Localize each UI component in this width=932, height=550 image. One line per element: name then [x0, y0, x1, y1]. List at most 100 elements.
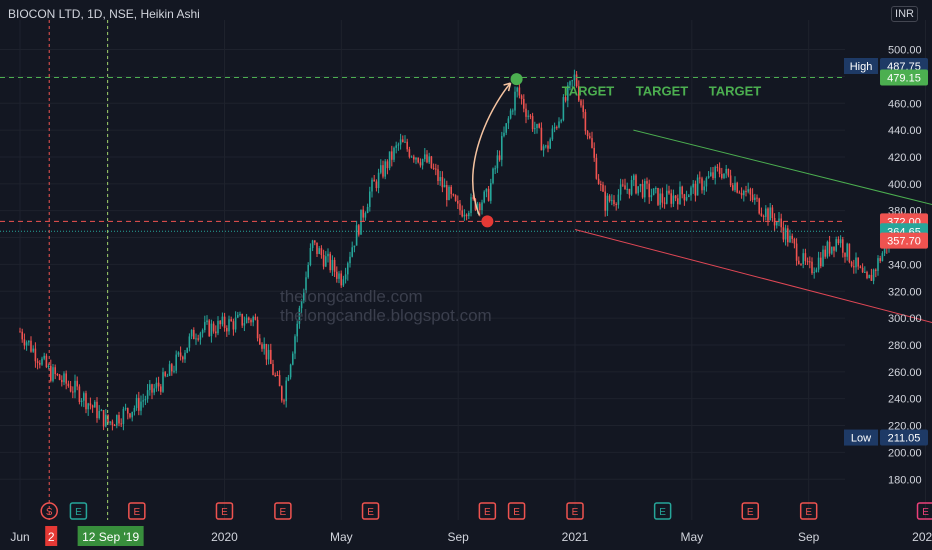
- event-marker[interactable]: E: [478, 502, 497, 520]
- candle-body: [864, 272, 866, 274]
- event-marker[interactable]: S: [40, 502, 58, 520]
- candle-body: [820, 257, 822, 267]
- candle-body: [802, 253, 804, 265]
- candle-body: [749, 189, 752, 195]
- candle-body: [635, 175, 637, 194]
- candle-body: [674, 195, 677, 199]
- candle-body: [617, 194, 620, 205]
- candle-body: [553, 127, 556, 129]
- candle-body: [303, 292, 305, 301]
- time-label: 2021: [562, 530, 589, 544]
- candle-body: [578, 86, 580, 101]
- candle-body: [798, 260, 800, 264]
- event-marker[interactable]: E: [566, 502, 584, 520]
- target-label: TARGET: [562, 84, 615, 99]
- event-marker[interactable]: E: [507, 502, 526, 520]
- candle-body: [85, 393, 87, 410]
- levels: TARGET TARGET TARGET thelongcandle.comthelo…: [0, 20, 932, 520]
- event-marker[interactable]: E: [274, 502, 292, 520]
- event-marker[interactable]: E: [916, 502, 932, 520]
- candle-body: [659, 193, 661, 205]
- candle-body: [740, 193, 743, 196]
- candle-body: [109, 421, 111, 423]
- price-badge-bg: [880, 69, 928, 86]
- candle-body: [230, 319, 232, 322]
- resistance-trendline[interactable]: [633, 129, 932, 268]
- candle-body: [661, 193, 664, 203]
- candle-body: [481, 202, 483, 211]
- candle-body: [226, 327, 228, 332]
- candle-body: [232, 321, 235, 330]
- candle-body: [342, 279, 345, 286]
- event-marker[interactable]: E: [361, 502, 380, 520]
- target-marker[interactable]: [510, 73, 523, 86]
- candle-body: [50, 365, 52, 381]
- candle-body: [791, 235, 793, 239]
- currency-badge[interactable]: INR: [891, 6, 918, 22]
- candle-body: [395, 145, 397, 148]
- time-label: Jun: [10, 530, 29, 544]
- candle-body: [421, 159, 424, 166]
- price-tick: 280.00: [888, 340, 922, 352]
- candle-body: [657, 187, 659, 205]
- candle-body: [848, 243, 851, 262]
- candle-body: [523, 98, 525, 109]
- chart-title: BIOCON LTD, 1D, NSE, Heikin Ashi: [8, 7, 200, 21]
- candle-body: [584, 111, 587, 132]
- candle-body: [177, 352, 180, 355]
- candle-body: [738, 192, 741, 194]
- earnings-icon: [741, 502, 760, 520]
- candle-body: [701, 178, 703, 191]
- candle-body: [410, 156, 413, 158]
- event-marker[interactable]: E: [741, 502, 760, 520]
- candle-body: [463, 214, 466, 217]
- candle-body: [362, 209, 364, 218]
- event-marker[interactable]: E: [128, 502, 146, 520]
- candle-body: [215, 331, 217, 334]
- candle-body: [94, 401, 96, 408]
- candle-body: [78, 386, 81, 402]
- candle-body: [239, 313, 241, 315]
- support-trendline[interactable]: [574, 229, 932, 343]
- candle-body: [318, 248, 320, 254]
- candle-body: [333, 259, 336, 272]
- candle-body: [151, 384, 153, 393]
- candle-body: [283, 400, 285, 402]
- candle-body: [758, 198, 760, 214]
- candle-body: [146, 390, 149, 400]
- time-label: 12 Sep '19: [82, 530, 139, 544]
- candle-body: [784, 228, 787, 240]
- candle-body: [732, 185, 734, 191]
- candle-body: [325, 256, 327, 267]
- candle-body: [822, 249, 824, 267]
- candle-body: [340, 273, 342, 286]
- candle-body: [404, 141, 406, 143]
- candle-body: [173, 370, 175, 372]
- candle-body: [67, 383, 70, 386]
- crosshair-date-badge: [77, 526, 144, 546]
- candle-body: [789, 235, 791, 243]
- candle-body: [707, 175, 710, 179]
- candle-body: [309, 248, 312, 265]
- price-tick: 220.00: [888, 421, 922, 433]
- candle-body: [36, 361, 39, 363]
- entry-marker[interactable]: [481, 215, 494, 228]
- event-marker[interactable]: E: [799, 502, 818, 520]
- earnings-icon: [507, 502, 526, 520]
- candle-body: [393, 147, 395, 160]
- event-marker[interactable]: E: [215, 502, 234, 520]
- candle-body: [470, 197, 472, 213]
- candle-body: [223, 316, 226, 328]
- event-marker[interactable]: E: [69, 502, 88, 520]
- candle-body: [685, 197, 688, 201]
- event-marker[interactable]: E: [653, 502, 672, 520]
- candle-body: [597, 178, 600, 185]
- candle-body: [252, 316, 254, 323]
- candle-body: [131, 411, 133, 418]
- candle-body: [778, 218, 780, 222]
- candle-body: [135, 397, 138, 408]
- candle-body: [160, 386, 162, 392]
- candle-body: [197, 338, 199, 340]
- earnings-icon: [653, 502, 672, 520]
